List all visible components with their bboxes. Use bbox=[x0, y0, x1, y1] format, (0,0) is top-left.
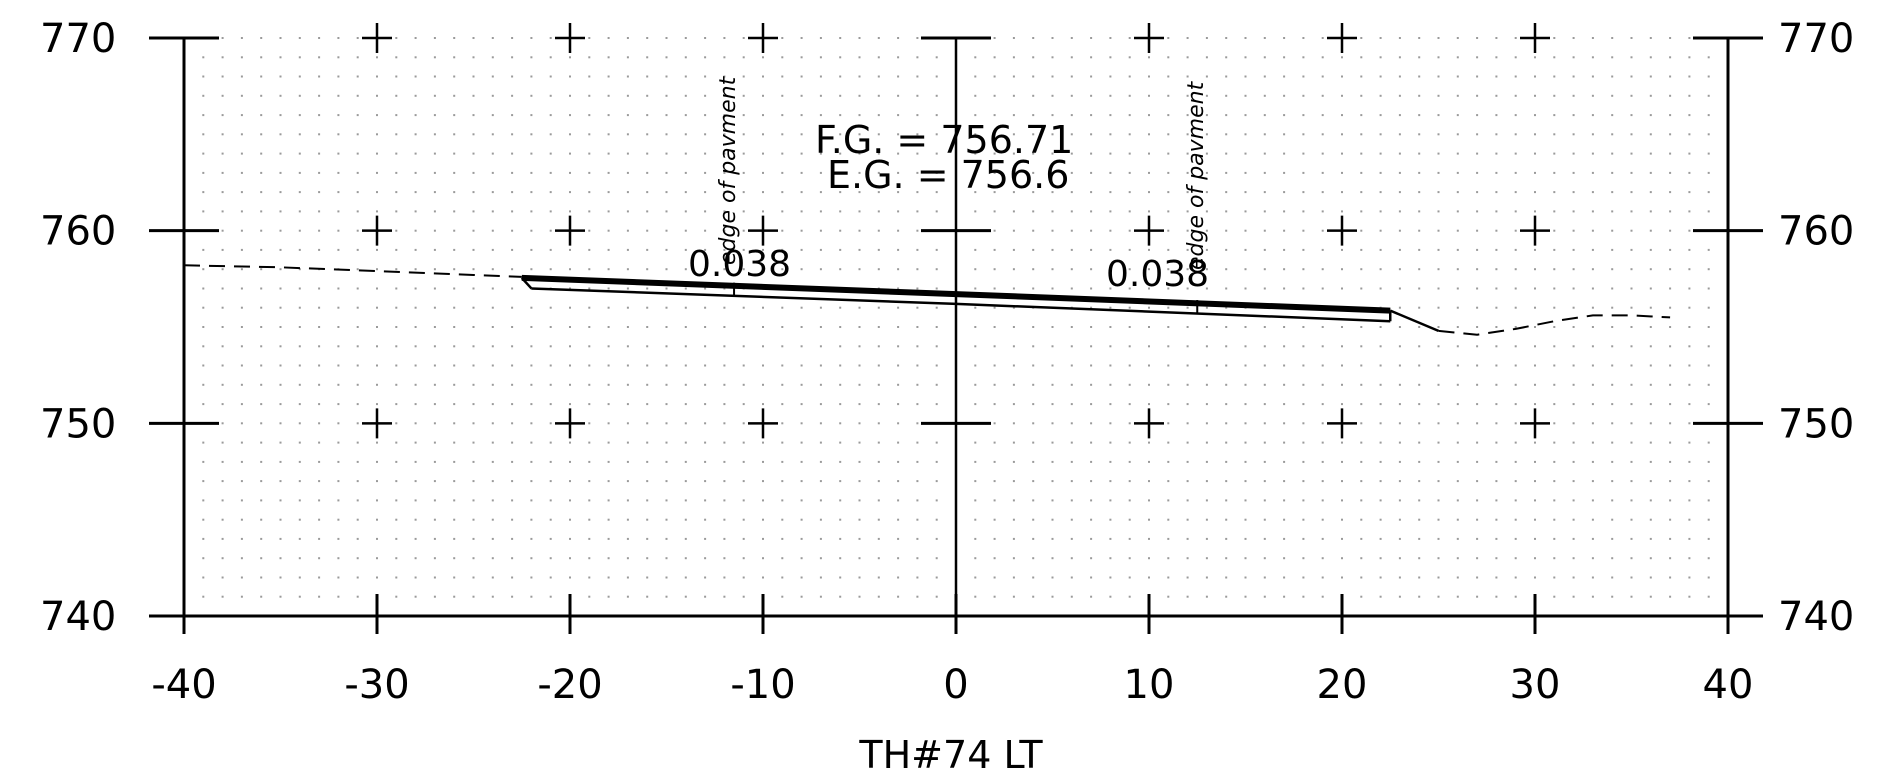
grid-cross bbox=[1134, 23, 1164, 53]
y-tick-label-right: 750 bbox=[1778, 401, 1854, 447]
y-tick-label-left: 750 bbox=[40, 401, 116, 447]
x-tick-label: 20 bbox=[1317, 662, 1368, 708]
edge-of-pavement-right-label: edge of pavment bbox=[1184, 80, 1209, 270]
grid-cross bbox=[555, 408, 585, 439]
y-tick-label-right: 760 bbox=[1778, 209, 1854, 255]
x-axis-title: TH#74 LT bbox=[858, 733, 1043, 777]
grid-cross bbox=[1134, 408, 1164, 439]
grid-cross bbox=[1520, 215, 1550, 246]
slope-right-label: 0.038 bbox=[1106, 254, 1209, 295]
profile-line-5 bbox=[1438, 314, 1671, 336]
fg-annotation: F.G. = 756.71 bbox=[815, 118, 1073, 162]
x-tick-label: 10 bbox=[1124, 662, 1175, 708]
profile-line-4 bbox=[1389, 309, 1439, 333]
pavement-left-end bbox=[520, 277, 533, 290]
grid-cross bbox=[748, 408, 778, 439]
grid-cross bbox=[1327, 215, 1357, 246]
y-tick-label-right: 770 bbox=[1778, 16, 1854, 62]
edge-of-pavement-left-label: edge of pavment bbox=[716, 75, 741, 265]
x-tick-label: -30 bbox=[344, 662, 409, 708]
y-tick-label-right: 740 bbox=[1778, 594, 1854, 640]
y-tick-label-left: 770 bbox=[40, 16, 116, 62]
profile-lines bbox=[183, 264, 1671, 336]
grid-cross bbox=[1327, 23, 1357, 53]
x-tick-label: -20 bbox=[537, 662, 602, 708]
profile-line-3 bbox=[531, 287, 1391, 323]
eg-annotation: E.G. = 756.6 bbox=[827, 153, 1069, 197]
x-tick-label: -10 bbox=[730, 662, 795, 708]
grid-cross bbox=[1520, 408, 1550, 439]
grid-cross bbox=[1134, 215, 1164, 246]
grid-cross bbox=[748, 23, 778, 53]
grid-cross bbox=[748, 215, 778, 246]
grid-crosses bbox=[362, 23, 1550, 439]
x-tick-label: 0 bbox=[943, 662, 968, 708]
grid-cross bbox=[362, 23, 392, 53]
grid-cross bbox=[1327, 408, 1357, 439]
profile-line-2 bbox=[521, 274, 1391, 314]
grid-cross bbox=[555, 215, 585, 246]
slope-left-label: 0.038 bbox=[688, 244, 791, 285]
grid-cross bbox=[362, 408, 392, 439]
y-tick-label-left: 760 bbox=[40, 209, 116, 255]
y-tick-label-left: 740 bbox=[40, 594, 116, 640]
grid-cross bbox=[1520, 23, 1550, 53]
x-tick-label: 30 bbox=[1510, 662, 1561, 708]
x-tick-label: -40 bbox=[151, 662, 216, 708]
grid-cross bbox=[555, 23, 585, 53]
axis-ticks: 740 740 750 750 760 760 770 770 -40 -30 -20 -10 0 10 2… bbox=[40, 16, 1854, 708]
profile-line-1 bbox=[183, 264, 522, 278]
grid-cross bbox=[362, 215, 392, 246]
x-tick-label: 40 bbox=[1703, 662, 1754, 708]
